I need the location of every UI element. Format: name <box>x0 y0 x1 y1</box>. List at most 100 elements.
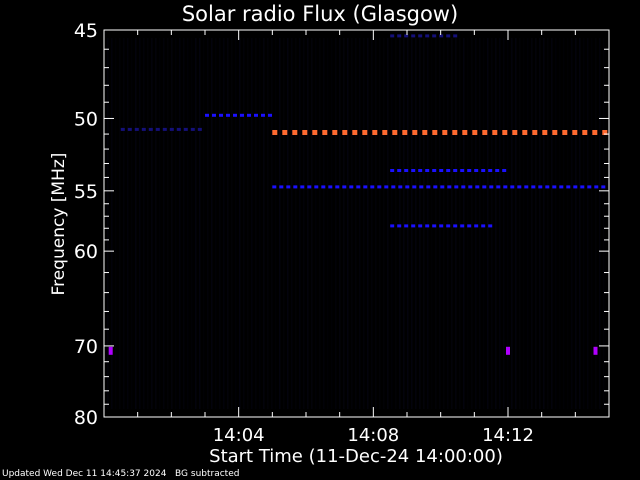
band-segment <box>542 130 548 135</box>
band-segment <box>190 127 195 131</box>
noise-streak <box>251 38 253 409</box>
background-noise <box>107 38 605 409</box>
band-segment <box>405 185 410 189</box>
noise-streak <box>287 38 289 409</box>
noise-streak <box>359 38 361 409</box>
band-segment <box>397 34 402 38</box>
spike-mark <box>506 346 510 355</box>
band-segment <box>580 185 585 189</box>
band-segment <box>397 169 402 172</box>
band-segment <box>446 224 451 228</box>
noise-streak <box>107 38 109 409</box>
band-segment <box>268 113 272 117</box>
band-segment <box>592 130 598 135</box>
band-segment <box>390 34 395 38</box>
band-segment <box>362 130 368 135</box>
noise-streak <box>339 38 341 409</box>
noise-streak <box>603 38 605 409</box>
noise-streak <box>535 38 537 409</box>
band-segment <box>462 130 468 135</box>
noise-streak <box>483 38 485 409</box>
band-segment <box>349 185 354 189</box>
noise-streak <box>179 38 181 409</box>
noise-streak <box>575 38 577 409</box>
y-axis-label: Frequency [MHz] <box>49 153 69 296</box>
noise-streak <box>443 38 445 409</box>
noise-streak <box>515 38 517 409</box>
noise-streak <box>347 38 349 409</box>
noise-streak <box>583 38 585 409</box>
noise-streak <box>195 38 197 409</box>
band-segment <box>453 224 458 228</box>
noise-streak <box>191 38 193 409</box>
band-segment <box>510 185 515 189</box>
band-segment <box>454 185 459 189</box>
band-segment <box>390 224 395 228</box>
y-tick-label: 70 <box>74 336 98 358</box>
noise-streak <box>351 38 353 409</box>
noise-streak <box>123 38 125 409</box>
noise-streak <box>491 38 493 409</box>
noise-streak <box>143 38 145 409</box>
band-segment <box>512 130 518 135</box>
band-segment <box>587 185 592 189</box>
band-segment <box>446 34 451 38</box>
band-segment <box>404 34 409 38</box>
noise-streak <box>527 38 529 409</box>
band-segment <box>219 113 223 117</box>
band-segment <box>602 130 608 135</box>
noise-streak <box>307 38 309 409</box>
noise-streak <box>283 38 285 409</box>
x-tick-label: 14:08 <box>347 425 399 446</box>
noise-streak <box>519 38 521 409</box>
band-segment <box>292 130 298 135</box>
band-segment <box>594 185 599 189</box>
x-axis: 14:04 14:08 14:12 <box>137 30 576 446</box>
spike-mark <box>593 346 598 355</box>
band-segment <box>488 224 493 228</box>
x-tick-label: 14:04 <box>213 425 265 446</box>
band-segment <box>572 130 578 135</box>
noise-streak <box>531 38 533 409</box>
noise-streak <box>551 38 553 409</box>
band-segment <box>452 130 458 135</box>
noise-streak <box>523 38 525 409</box>
band-segment <box>446 169 451 172</box>
noise-streak <box>223 38 225 409</box>
noise-streak <box>367 38 369 409</box>
band-segment <box>472 130 478 135</box>
noise-streak <box>175 38 177 409</box>
band-segment <box>474 169 479 172</box>
band-segment <box>272 185 277 189</box>
band-segment <box>573 185 578 189</box>
band-segment <box>453 34 458 38</box>
y-tick-label: 80 <box>74 407 98 429</box>
noise-streak <box>495 38 497 409</box>
band-segment <box>370 185 375 189</box>
noise-streak <box>159 38 161 409</box>
band-segment <box>363 185 368 189</box>
band-segment <box>425 224 430 228</box>
band-segment <box>566 185 571 189</box>
band-segment <box>481 169 486 172</box>
noise-streak <box>543 38 545 409</box>
y-tick-label: 55 <box>74 181 98 203</box>
band-segment <box>120 127 125 131</box>
noise-streak <box>111 38 113 409</box>
noise-streak <box>239 38 241 409</box>
band-segment <box>254 113 258 117</box>
noise-streak <box>263 38 265 409</box>
noise-streak <box>371 38 373 409</box>
band-segment <box>127 127 132 131</box>
band-segment <box>467 224 472 228</box>
band-segment <box>328 185 333 189</box>
noise-streak <box>171 38 173 409</box>
noise-streak <box>231 38 233 409</box>
band-segment <box>425 34 430 38</box>
noise-streak <box>419 38 421 409</box>
band-segment <box>233 113 237 117</box>
noise-streak <box>187 38 189 409</box>
band-segment <box>559 185 564 189</box>
noise-streak <box>247 38 249 409</box>
